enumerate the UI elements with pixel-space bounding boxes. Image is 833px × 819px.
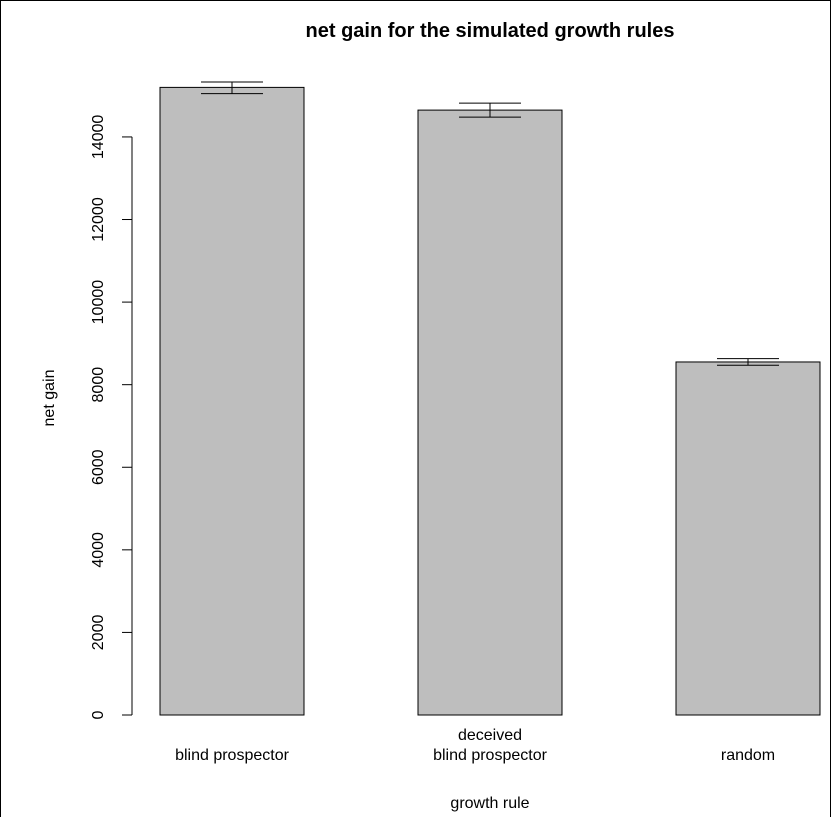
x-tick-labels: blind prospector deceived blind prospector…	[175, 727, 775, 764]
y-axis-label: net gain	[41, 370, 58, 427]
bars	[160, 87, 820, 715]
y-tick-label: 10000	[90, 280, 107, 325]
y-tick-label: 2000	[90, 615, 107, 651]
y-tick-label: 0	[90, 710, 107, 719]
y-tick-label: 4000	[90, 532, 107, 568]
y-axis: 0 2000 4000 6000 8000 10000 12000 14000	[90, 115, 132, 720]
x-tick-label: deceived	[458, 727, 522, 744]
y-tick-label: 12000	[90, 197, 107, 242]
bar	[418, 110, 562, 715]
x-tick-label: blind prospector	[433, 747, 548, 764]
y-tick-label: 6000	[90, 449, 107, 485]
x-tick-label: blind prospector	[175, 747, 290, 764]
y-tick-label: 8000	[90, 367, 107, 403]
bar	[160, 87, 304, 715]
chart-title: net gain for the simulated growth rules	[306, 20, 675, 42]
x-axis-label: growth rule	[450, 795, 529, 812]
bar	[676, 362, 820, 715]
x-tick-label: random	[721, 747, 775, 764]
y-tick-label: 14000	[90, 115, 107, 160]
